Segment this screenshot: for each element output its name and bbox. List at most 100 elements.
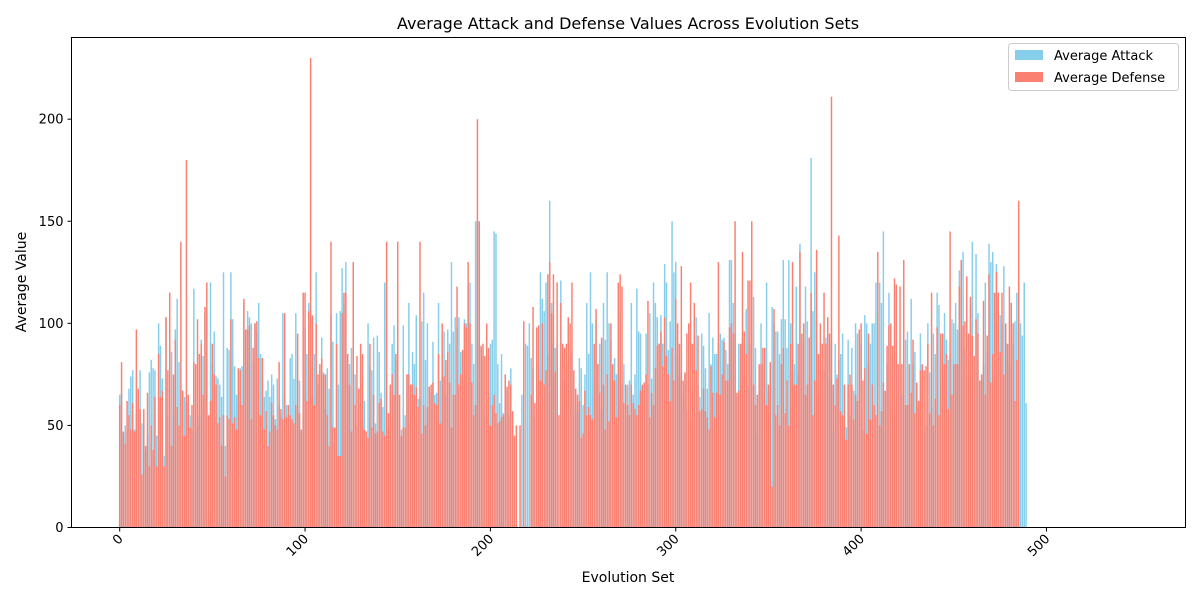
bar-defense-39 xyxy=(191,405,193,528)
bar-defense-66 xyxy=(241,405,243,528)
bar-defense-403 xyxy=(865,433,868,528)
bar-defense-423 xyxy=(903,260,905,528)
bar-defense-63 xyxy=(235,429,238,528)
bar-defense-339 xyxy=(747,280,749,528)
bar-defense-124 xyxy=(348,384,351,528)
y-tick-label: 150 xyxy=(39,215,64,230)
bar-defense-290 xyxy=(656,345,658,528)
legend-label-defense: Average Defense xyxy=(1054,71,1165,86)
bar-defense-43 xyxy=(198,353,201,528)
y-tick-label: 50 xyxy=(47,419,64,434)
bar-defense-323 xyxy=(717,262,720,528)
bar-defense-333 xyxy=(736,392,738,528)
bar-defense-101 xyxy=(306,400,308,528)
bar-attack-488 xyxy=(1023,282,1025,528)
bar-defense-381 xyxy=(825,343,827,528)
bar-defense-187 xyxy=(465,327,468,528)
bar-defense-279 xyxy=(636,415,638,528)
bar-defense-165 xyxy=(424,425,427,528)
bar-defense-406 xyxy=(871,384,873,528)
bar-defense-404 xyxy=(867,333,870,528)
bar-defense-204 xyxy=(497,423,499,528)
bar-defense-21 xyxy=(157,353,160,528)
bar-defense-442 xyxy=(938,415,940,528)
bar-defense-59 xyxy=(228,419,230,528)
bar-defense-50 xyxy=(211,343,214,528)
bar-defense-156 xyxy=(408,374,410,528)
bar-defense-374 xyxy=(812,415,814,528)
bar-defense-459 xyxy=(969,296,972,528)
bar-defense-179 xyxy=(450,427,453,528)
bar-defense-307 xyxy=(688,323,690,528)
bar-defense-86 xyxy=(278,362,280,528)
bar-defense-350 xyxy=(767,384,770,528)
bar-defense-206 xyxy=(500,417,503,528)
bar-defense-379 xyxy=(821,343,823,528)
bar-defense-48 xyxy=(207,415,210,528)
bar-defense-276 xyxy=(630,384,633,528)
bar-defense-301 xyxy=(676,323,679,528)
bar-defense-326 xyxy=(723,341,725,528)
bar-defense-356 xyxy=(778,425,781,528)
bar-defense-312 xyxy=(697,335,699,528)
bar-defense-83 xyxy=(272,415,275,528)
bar-defense-398 xyxy=(856,400,859,528)
bar-defense-164 xyxy=(422,405,425,528)
bar-defense-182 xyxy=(456,286,458,528)
bar-defense-180 xyxy=(452,394,455,528)
bar-defense-453 xyxy=(958,286,961,528)
bar-defense-429 xyxy=(914,413,916,528)
bar-attack-352 xyxy=(771,307,773,528)
bar-defense-361 xyxy=(788,425,790,528)
bar-attack-18 xyxy=(152,368,154,528)
bar-defense-91 xyxy=(287,405,290,528)
bar-defense-289 xyxy=(654,368,657,528)
bar-defense-225 xyxy=(536,327,538,528)
bar-attack-118 xyxy=(337,384,340,528)
bar-defense-104 xyxy=(311,315,314,528)
bar-defense-293 xyxy=(662,366,664,528)
bar-defense-216 xyxy=(519,425,521,528)
bar-defense-108 xyxy=(319,364,321,528)
bar-attack-408 xyxy=(875,282,877,528)
bar-defense-9 xyxy=(135,329,138,528)
bar-defense-475 xyxy=(999,351,1001,528)
bar-defense-77 xyxy=(261,358,264,528)
bar-defense-28 xyxy=(170,445,173,528)
bar-defense-197 xyxy=(484,356,486,528)
bar-defense-346 xyxy=(760,364,762,528)
bar-defense-25 xyxy=(165,317,167,528)
bar-defense-12 xyxy=(141,474,143,528)
bar-defense-477 xyxy=(1003,374,1005,528)
bar-defense-202 xyxy=(493,394,495,528)
bar-defense-138 xyxy=(374,433,377,528)
bar-defense-257 xyxy=(595,309,597,528)
bar-defense-130 xyxy=(359,343,362,528)
bar-attack-221 xyxy=(528,323,531,528)
bar-defense-163 xyxy=(421,433,423,528)
bar-defense-162 xyxy=(419,241,421,528)
bar-defense-371 xyxy=(806,384,809,528)
bar-defense-89 xyxy=(283,313,286,528)
bar-attack-403 xyxy=(865,323,868,528)
bar-defense-431 xyxy=(917,400,920,528)
plot-area xyxy=(118,57,1027,528)
bar-defense-62 xyxy=(233,417,236,528)
bar-defense-463 xyxy=(977,333,979,528)
bar-defense-46 xyxy=(204,307,206,528)
bar-defense-435 xyxy=(925,366,927,528)
bar-defense-351 xyxy=(769,362,772,528)
bar-defense-188 xyxy=(467,262,469,528)
bar-defense-236 xyxy=(556,282,558,528)
bar-defense-250 xyxy=(582,433,584,528)
bar-defense-277 xyxy=(632,402,634,528)
bar-attack-412 xyxy=(882,231,885,528)
bar-defense-7 xyxy=(131,402,134,528)
bar-defense-181 xyxy=(454,394,456,528)
bar-defense-116 xyxy=(333,427,336,528)
bar-defense-242 xyxy=(567,317,569,528)
bar-defense-32 xyxy=(178,425,180,528)
bar-defense-67 xyxy=(243,298,245,528)
bar-defense-427 xyxy=(910,392,912,528)
bar-defense-177 xyxy=(447,351,449,528)
